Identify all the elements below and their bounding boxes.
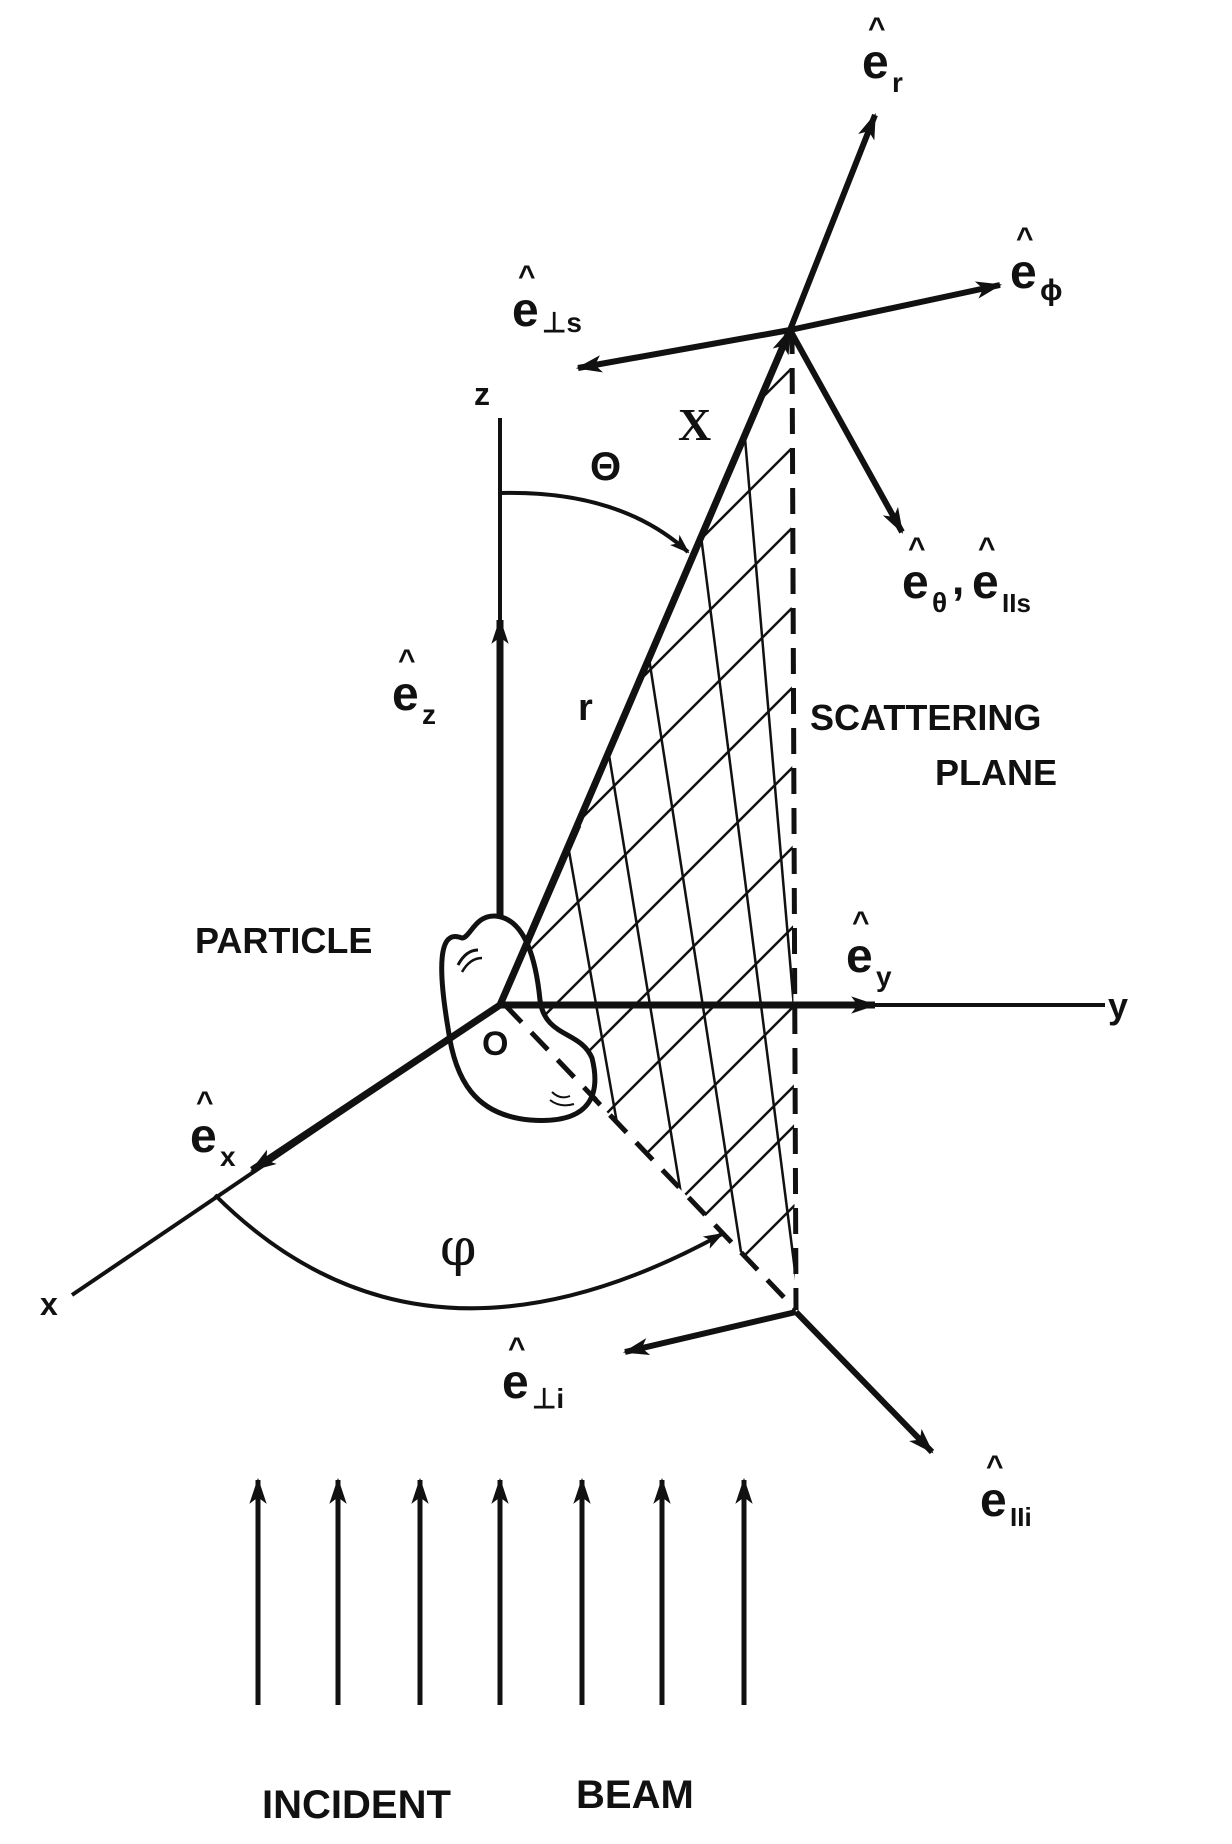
svg-text:x: x <box>220 1141 236 1172</box>
incident-beam <box>249 1477 753 1705</box>
svg-text:e: e <box>980 1474 1007 1527</box>
scattering-plane <box>503 327 799 1312</box>
svg-text:e: e <box>392 668 419 721</box>
e-perp-s-arrow <box>575 327 791 373</box>
z-axis-label: z <box>474 376 490 412</box>
svg-text:e: e <box>512 284 539 337</box>
svg-text:y: y <box>876 961 892 992</box>
label-e-y: ^ e y <box>846 906 892 992</box>
plane-label-line2: PLANE <box>935 752 1057 793</box>
theta-arc <box>499 490 690 554</box>
svg-text:IIi: IIi <box>1010 1502 1032 1532</box>
e-phi-arrow <box>789 281 1003 333</box>
radius-label: r <box>578 687 593 729</box>
svg-text:e: e <box>972 556 999 609</box>
theta-label: Θ <box>590 445 621 489</box>
svg-text:⊥s: ⊥s <box>542 307 582 338</box>
label-e-perp-i: ^ e ⊥i <box>502 1332 564 1414</box>
svg-text:^: ^ <box>978 532 996 565</box>
x-axis-label: x <box>40 1286 58 1322</box>
beam-label-word2: BEAM <box>576 1773 694 1817</box>
y-axis-label: y <box>1108 985 1128 1026</box>
svg-text:IIs: IIs <box>1002 588 1031 618</box>
label-e-phi: ^ e ϕ <box>1010 222 1063 307</box>
svg-text:e: e <box>1010 246 1037 299</box>
svg-text:,: , <box>952 555 964 604</box>
svg-text:e: e <box>902 556 929 609</box>
label-e-r: ^ e r <box>862 12 903 98</box>
label-e-par-i: ^ e IIi <box>980 1450 1032 1532</box>
particle-highlight <box>456 948 479 966</box>
svg-text:⊥i: ⊥i <box>532 1383 564 1414</box>
label-e-perp-s: ^ e ⊥s <box>512 260 582 338</box>
label-e-z: ^ e z <box>392 644 436 730</box>
svg-text:^: ^ <box>196 1086 214 1119</box>
svg-text:^: ^ <box>868 12 886 45</box>
svg-text:^: ^ <box>518 260 536 293</box>
plane-hatching <box>505 359 795 1310</box>
origin-label: O <box>482 1025 508 1063</box>
plane-label-line1: SCATTERING <box>810 697 1041 738</box>
e-r-arrow <box>787 112 878 332</box>
svg-text:z: z <box>422 699 436 730</box>
particle-label: PARTICLE <box>195 920 372 961</box>
svg-text:^: ^ <box>398 644 416 677</box>
svg-text:r: r <box>892 67 903 98</box>
label-e-theta-par-s: ^ e θ , ^ e IIs <box>902 532 1031 618</box>
scattered-frame-vectors <box>575 112 1003 534</box>
incident-frame-vectors <box>622 1309 935 1455</box>
phi-label: φ <box>440 1218 476 1278</box>
beam-label-word1: INCIDENT <box>262 1783 451 1827</box>
plane-vertical-edge <box>789 327 799 1311</box>
svg-text:e: e <box>862 36 889 89</box>
svg-text:^: ^ <box>1016 222 1034 255</box>
e-theta-arrow <box>787 328 905 534</box>
svg-text:e: e <box>190 1110 217 1163</box>
phi-arc <box>213 1193 724 1311</box>
svg-text:^: ^ <box>508 1332 526 1365</box>
svg-text:e: e <box>846 930 873 983</box>
svg-text:ϕ: ϕ <box>1040 274 1063 307</box>
svg-text:^: ^ <box>908 532 926 565</box>
svg-text:^: ^ <box>986 1450 1004 1483</box>
e-perp-i-arrow <box>622 1309 797 1356</box>
point-x-label: X <box>678 399 711 450</box>
plane-base-projection <box>503 1003 798 1312</box>
svg-text:^: ^ <box>852 906 870 939</box>
label-e-x: ^ e x <box>190 1086 236 1172</box>
svg-text:e: e <box>502 1356 529 1409</box>
svg-text:θ: θ <box>932 587 947 618</box>
e-par-i-arrow <box>793 1309 935 1455</box>
